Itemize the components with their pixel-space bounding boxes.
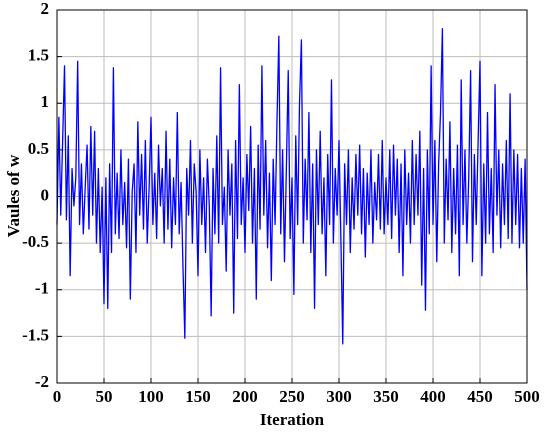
y-tick-label: 1.5: [28, 46, 49, 65]
y-tick-label: -2: [35, 372, 49, 391]
x-tick-label: 0: [53, 387, 62, 406]
x-tick-label: 250: [279, 387, 305, 406]
x-tick-label: 300: [326, 387, 352, 406]
x-axis-label: Iteration: [260, 410, 325, 429]
x-tick-label: 500: [514, 387, 540, 406]
y-tick-label: -1: [35, 279, 49, 298]
y-tick-label: 0.5: [28, 139, 49, 158]
y-tick-label: -1.5: [22, 325, 49, 344]
x-tick-label: 150: [185, 387, 211, 406]
x-tick-label: 450: [467, 387, 493, 406]
x-tick-label: 400: [420, 387, 446, 406]
x-tick-label: 100: [138, 387, 164, 406]
plot-frame: [56, 9, 528, 384]
data-line: [56, 28, 528, 345]
y-tick-label: -0.5: [22, 232, 49, 251]
x-tick-label: 200: [232, 387, 258, 406]
y-axis-label: Vaules of w: [4, 154, 23, 237]
x-tick-label: 50: [96, 387, 113, 406]
y-tick-label: 0: [41, 185, 50, 204]
y-tick-label: 2: [41, 0, 50, 18]
y-tick-label: 1: [41, 92, 50, 111]
x-tick-label: 350: [373, 387, 399, 406]
